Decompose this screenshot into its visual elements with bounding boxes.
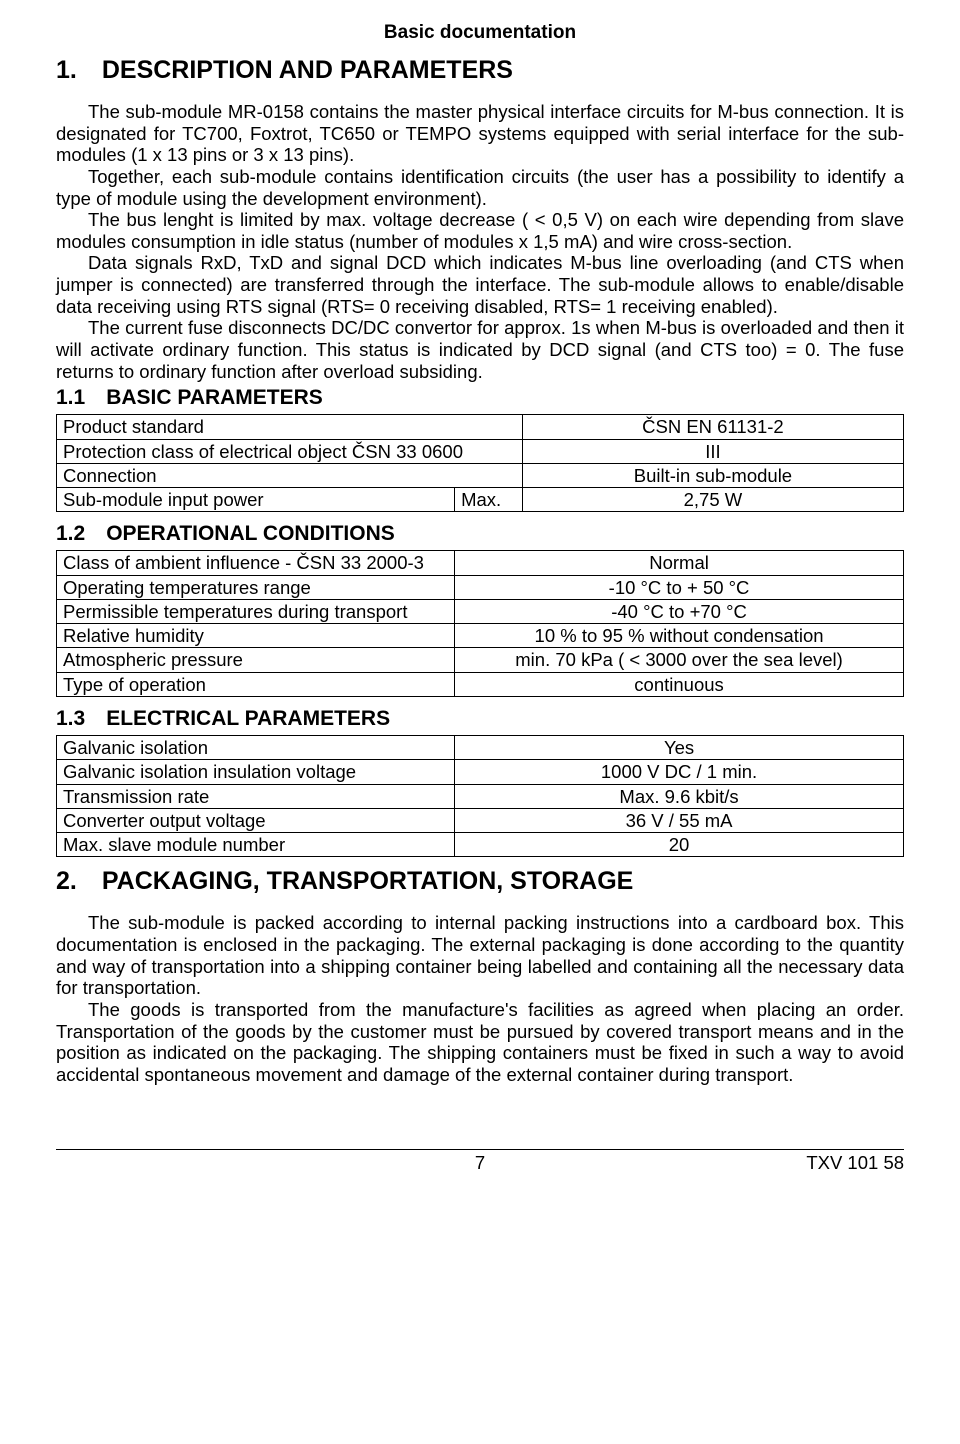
- cell-value: min. 70 kPa ( < 3000 over the sea level): [455, 648, 904, 672]
- table-row: Relative humidity 10 % to 95 % without c…: [57, 624, 904, 648]
- table-row: Class of ambient influence - ČSN 33 2000…: [57, 551, 904, 575]
- table-row: Permissible temperatures during transpor…: [57, 599, 904, 623]
- section-1-2-title: 1.2 OPERATIONAL CONDITIONS: [56, 522, 904, 546]
- para-2: Together, each sub-module contains ident…: [56, 166, 904, 209]
- table-row: Galvanic isolation insulation voltage 10…: [57, 760, 904, 784]
- cell-label: Converter output voltage: [57, 808, 455, 832]
- section-1-3-title: 1.3 ELECTRICAL PARAMETERS: [56, 707, 904, 731]
- table-row: Protection class of electrical object ČS…: [57, 439, 904, 463]
- cell-value: -40 °C to +70 °C: [455, 599, 904, 623]
- cell-label: Atmospheric pressure: [57, 648, 455, 672]
- table-row: Max. slave module number 20: [57, 833, 904, 857]
- cell-value: 36 V / 55 mA: [455, 808, 904, 832]
- cell-label: Product standard: [57, 415, 523, 439]
- cell-label: Permissible temperatures during transpor…: [57, 599, 455, 623]
- operational-conditions-table: Class of ambient influence - ČSN 33 2000…: [56, 550, 904, 697]
- table-row: Type of operation continuous: [57, 672, 904, 696]
- cell-label: Max. slave module number: [57, 833, 455, 857]
- cell-label: Galvanic isolation insulation voltage: [57, 760, 455, 784]
- doc-header: Basic documentation: [56, 22, 904, 44]
- cell-label: Galvanic isolation: [57, 735, 455, 759]
- para-pack-2: The goods is transported from the manufa…: [56, 999, 904, 1086]
- table-row: Converter output voltage 36 V / 55 mA: [57, 808, 904, 832]
- basic-parameters-table: Product standard ČSN EN 61131-2 Protecti…: [56, 414, 904, 512]
- table-row: Operating temperatures range -10 °C to +…: [57, 575, 904, 599]
- para-pack-1: The sub-module is packed according to in…: [56, 912, 904, 999]
- cell-label: Transmission rate: [57, 784, 455, 808]
- para-1: The sub-module MR-0158 contains the mast…: [56, 101, 904, 166]
- cell-value: continuous: [455, 672, 904, 696]
- cell-value: Max. 9.6 kbit/s: [455, 784, 904, 808]
- para-3: The bus lenght is limited by max. voltag…: [56, 209, 904, 252]
- page-footer: 7 TXV 101 58: [56, 1149, 904, 1174]
- cell-value: 1000 V DC / 1 min.: [455, 760, 904, 784]
- section-1-1-title: 1.1 BASIC PARAMETERS: [56, 386, 904, 410]
- cell-label: Protection class of electrical object ČS…: [57, 439, 523, 463]
- table-row: Product standard ČSN EN 61131-2: [57, 415, 904, 439]
- cell-label: Connection: [57, 463, 523, 487]
- cell-qualifier: Max.: [455, 488, 523, 512]
- cell-label: Operating temperatures range: [57, 575, 455, 599]
- cell-label: Relative humidity: [57, 624, 455, 648]
- cell-value: 2,75 W: [522, 488, 903, 512]
- cell-value: III: [522, 439, 903, 463]
- cell-value: -10 °C to + 50 °C: [455, 575, 904, 599]
- cell-value: 10 % to 95 % without condensation: [455, 624, 904, 648]
- table-row: Connection Built-in sub-module: [57, 463, 904, 487]
- table-row: Atmospheric pressure min. 70 kPa ( < 300…: [57, 648, 904, 672]
- cell-label: Class of ambient influence - ČSN 33 2000…: [57, 551, 455, 575]
- electrical-parameters-table: Galvanic isolation Yes Galvanic isolatio…: [56, 735, 904, 857]
- table-row: Sub-module input power Max. 2,75 W: [57, 488, 904, 512]
- cell-value: Built-in sub-module: [522, 463, 903, 487]
- page-number: 7: [339, 1152, 622, 1174]
- cell-value: 20: [455, 833, 904, 857]
- cell-value: Normal: [455, 551, 904, 575]
- doc-number: TXV 101 58: [621, 1152, 904, 1174]
- section-1-title: 1. DESCRIPTION AND PARAMETERS: [56, 56, 904, 85]
- cell-label: Sub-module input power: [57, 488, 455, 512]
- cell-label: Type of operation: [57, 672, 455, 696]
- cell-value: Yes: [455, 735, 904, 759]
- footer-left: [56, 1152, 339, 1174]
- table-row: Galvanic isolation Yes: [57, 735, 904, 759]
- section-2-title: 2. PACKAGING, TRANSPORTATION, STORAGE: [56, 867, 904, 896]
- para-4: Data signals RxD, TxD and signal DCD whi…: [56, 252, 904, 317]
- para-5: The current fuse disconnects DC/DC conve…: [56, 317, 904, 382]
- cell-value: ČSN EN 61131-2: [522, 415, 903, 439]
- table-row: Transmission rate Max. 9.6 kbit/s: [57, 784, 904, 808]
